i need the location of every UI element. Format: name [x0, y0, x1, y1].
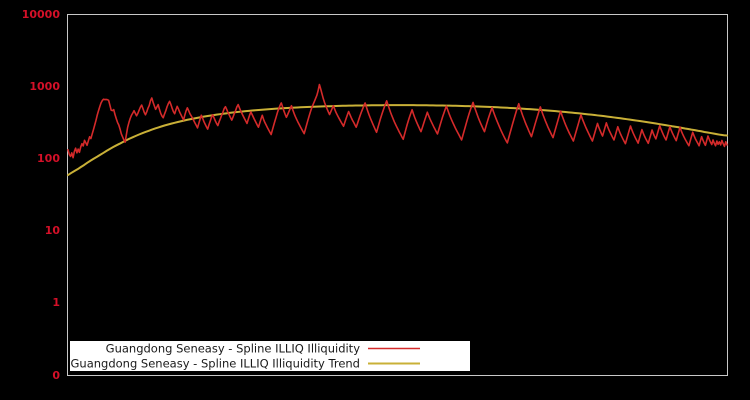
legend-entry-label: Guangdong Seneasy - Spline ILLIQ Illiqui…	[71, 357, 360, 371]
legend-entry-label: Guangdong Seneasy - Spline ILLIQ Illiqui…	[106, 342, 361, 356]
y-axis-tick-label: 1	[52, 296, 60, 309]
series-line-illiquidity	[67, 83, 728, 159]
y-axis-tick-label: 0	[52, 369, 60, 382]
y-axis-tick-label: 1000	[29, 80, 60, 93]
chart-legend: Guangdong Seneasy - Spline ILLIQ Illiqui…	[70, 341, 470, 371]
plot-area-border	[67, 14, 728, 376]
y-axis-tick-label: 10	[45, 224, 61, 237]
series-line-trend	[67, 104, 728, 177]
legend-background	[70, 341, 470, 371]
y-axis-tick-label: 100	[37, 152, 60, 165]
y-axis-tick-label: 10000	[22, 8, 61, 21]
data-series-group	[67, 83, 728, 177]
